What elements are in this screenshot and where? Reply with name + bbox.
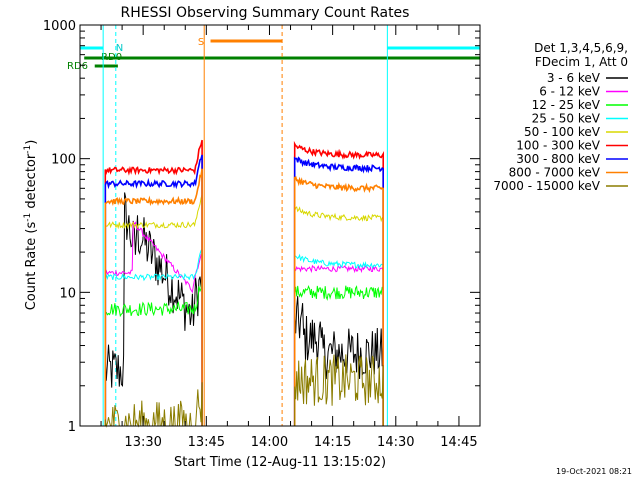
y-tick-label: 100	[51, 153, 76, 168]
legend-entry-label: 300 - 800 keV	[516, 152, 600, 166]
generation-timestamp: 19-Oct-2021 08:21	[556, 467, 632, 476]
series-line	[293, 156, 385, 426]
series-line	[104, 192, 203, 426]
series-line	[294, 296, 384, 426]
series-line	[294, 206, 384, 426]
series-line	[293, 175, 385, 426]
y-axis-label-sup: -1	[23, 145, 33, 154]
y-axis-label-part: detector	[24, 153, 39, 213]
x-axis-label: Start Time (12-Aug-11 13:15:02)	[174, 455, 386, 470]
series-line	[104, 194, 203, 426]
x-tick-label: 14:45	[440, 435, 477, 450]
series-line	[104, 168, 203, 426]
y-axis-label-part: )	[24, 140, 39, 145]
x-tick-label: 13:30	[124, 435, 161, 450]
y-tick-label: 10	[59, 286, 76, 301]
night-flag-label: N	[116, 43, 123, 54]
legend-header-line: Det 1,3,4,5,6,9,	[534, 41, 628, 55]
y-axis-label-sup: -1	[23, 213, 33, 222]
rd0-flag-label: RD0	[101, 52, 122, 63]
legend-entry-label: 800 - 7000 keV	[509, 166, 601, 180]
legend-entry-label: 12 - 25 keV	[532, 98, 601, 112]
legend-entry-label: 25 - 50 keV	[532, 112, 601, 126]
legend-entry-label: 50 - 100 keV	[524, 125, 601, 139]
legend: Det 1,3,4,5,6,9, FDecim 1, Att 0 3 - 6 k…	[493, 41, 628, 193]
series-line	[294, 264, 384, 426]
x-tick-label: 13:45	[188, 435, 225, 450]
y-tick-label: 1000	[43, 19, 76, 34]
x-tick-label: 14:00	[251, 435, 288, 450]
legend-entry-label: 3 - 6 keV	[547, 71, 601, 85]
y-axis-label: Count Rate (s-1 detector-1)	[23, 140, 39, 311]
legend-entry-label: 7000 - 15000 keV	[493, 179, 600, 193]
legend-entry-label: 100 - 300 keV	[516, 139, 600, 153]
series-line	[293, 140, 385, 426]
saa-flag-label: S	[198, 37, 204, 48]
y-axis-label-part: Count Rate (s	[24, 222, 39, 311]
legend-header-line: FDecim 1, Att 0	[535, 55, 628, 69]
axes: 1 10 100 1000 13:30 13:45 14:00 14:15 14:30 14:45	[43, 19, 481, 450]
series-line	[104, 221, 203, 426]
rd6-flag-label: RD6	[67, 61, 88, 72]
series-line	[294, 284, 384, 426]
series-line	[104, 154, 203, 426]
y-tick-label: 1	[68, 420, 76, 435]
series-line	[104, 274, 203, 426]
series-line	[294, 354, 384, 426]
legend-entry-label: 6 - 12 keV	[539, 85, 601, 99]
series-line	[294, 253, 384, 426]
plot-frame	[79, 24, 481, 427]
chart-title: RHESSI Observing Summary Count Rates	[121, 5, 410, 21]
series-line	[104, 248, 203, 426]
x-tick-label: 14:15	[314, 435, 351, 450]
series-line	[104, 139, 203, 426]
x-tick-label: 14:30	[377, 435, 414, 450]
